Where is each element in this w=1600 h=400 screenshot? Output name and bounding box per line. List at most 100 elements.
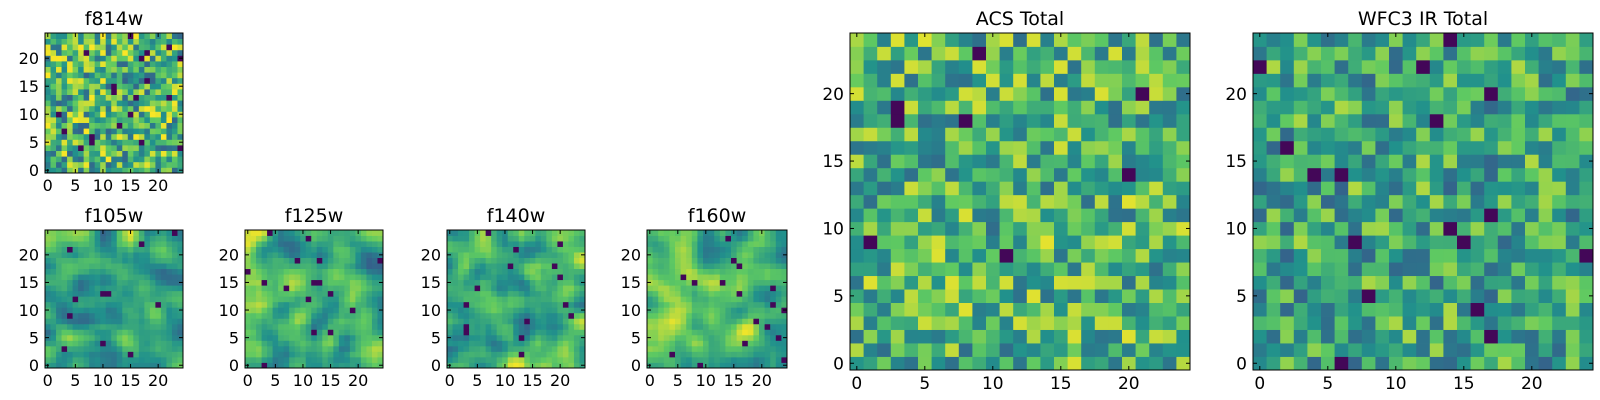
- heatmap-cell: [1348, 235, 1363, 250]
- heatmap-cell: [61, 145, 68, 151]
- heatmap-cell: [171, 128, 178, 135]
- heatmap-cell: [1375, 100, 1390, 115]
- heatmap-cell: [931, 167, 946, 182]
- heatmap-cell: [890, 167, 905, 182]
- heatmap-cell: [45, 356, 51, 363]
- heatmap-cell: [770, 356, 777, 363]
- heatmap-cell: [45, 351, 51, 358]
- heatmap-cell: [731, 268, 737, 275]
- heatmap-cell: [116, 38, 123, 45]
- heatmap-cell: [116, 145, 123, 151]
- heatmap-cell: [507, 312, 514, 319]
- heatmap-cell: [371, 318, 378, 325]
- heatmap-cell: [1266, 302, 1281, 317]
- heatmap-cell: [573, 268, 580, 275]
- heatmap-cell: [496, 301, 503, 308]
- heatmap-cell: [781, 351, 788, 358]
- heatmap-cell: [45, 122, 51, 129]
- heatmap-cell: [333, 290, 340, 297]
- chart-title: f160w: [688, 205, 747, 227]
- heatmap-cell: [1429, 235, 1444, 250]
- heatmap-cell: [256, 318, 262, 325]
- heatmap-cell: [111, 122, 118, 129]
- heatmap-cell: [1389, 208, 1403, 223]
- heatmap-cell: [1565, 140, 1580, 155]
- heatmap-cell: [458, 318, 464, 325]
- heatmap-cell: [480, 307, 487, 314]
- heatmap-cell: [546, 362, 553, 369]
- heatmap-cell: [50, 345, 57, 352]
- heatmap-cell: [138, 66, 145, 73]
- heatmap-cell: [753, 274, 760, 281]
- acs-total-frame: [849, 32, 1191, 371]
- heatmap-cell: [1497, 46, 1512, 61]
- heatmap-cell: [1538, 329, 1553, 344]
- heatmap-cell: [50, 66, 57, 73]
- heatmap-cell: [67, 235, 73, 242]
- heatmap-cell: [272, 268, 279, 275]
- heatmap-cell: [94, 290, 101, 297]
- heatmap-cell: [171, 161, 178, 168]
- heatmap-cell: [61, 133, 68, 140]
- heatmap-cell: [669, 285, 676, 292]
- heatmap-cell: [770, 318, 777, 325]
- heatmap-cell: [177, 268, 184, 275]
- heatmap-cell: [344, 345, 351, 352]
- heatmap-cell: [999, 194, 1014, 209]
- heatmap-cell: [171, 72, 178, 79]
- heatmap-cell: [61, 156, 68, 163]
- heatmap-cell: [1307, 208, 1322, 223]
- heatmap-cell: [155, 241, 162, 247]
- heatmap-cell: [160, 89, 167, 95]
- heatmap-cell: [171, 290, 178, 297]
- heatmap-cell: [1375, 316, 1390, 330]
- heatmap-cell: [111, 128, 118, 135]
- heatmap-cell: [261, 356, 268, 363]
- heatmap-cell: [491, 345, 498, 352]
- heatmap-cell: [731, 246, 737, 253]
- heatmap-cell: [250, 323, 257, 330]
- heatmap-cell: [272, 285, 279, 292]
- heatmap-cell: [1565, 86, 1580, 101]
- heatmap-cell: [1094, 194, 1109, 209]
- heatmap-cell: [1348, 181, 1363, 196]
- heatmap-cell: [349, 318, 356, 325]
- heatmap-cell: [764, 351, 771, 358]
- heatmap-cell: [127, 351, 134, 358]
- heatmap-cell: [1552, 289, 1567, 303]
- heatmap-cell: [719, 340, 726, 347]
- heatmap-cell: [918, 140, 932, 155]
- heatmap-cell: [177, 329, 184, 336]
- heatmap-cell: [452, 296, 459, 303]
- heatmap-cell: [1565, 343, 1580, 357]
- heatmap-cell: [986, 262, 1000, 277]
- heatmap-cell: [56, 351, 62, 358]
- heatmap-cell: [1375, 221, 1390, 236]
- heatmap-cell: [127, 145, 134, 151]
- heatmap-cell: [568, 290, 575, 297]
- heatmap-cell: [675, 268, 681, 275]
- heatmap-cell: [1122, 248, 1136, 263]
- heatmap-cell: [652, 307, 659, 314]
- heatmap-cell: [1457, 289, 1471, 303]
- heatmap-cell: [1334, 262, 1349, 277]
- x-tick-label: 10: [93, 176, 113, 195]
- heatmap-cell: [736, 301, 743, 308]
- heatmap-cell: [568, 263, 575, 270]
- heatmap-cell: [736, 285, 743, 292]
- heatmap-cell: [647, 268, 653, 275]
- heatmap-cell: [518, 323, 525, 330]
- heatmap-cell: [355, 257, 362, 264]
- heatmap-cell: [496, 252, 503, 258]
- heatmap-cell: [658, 323, 665, 330]
- heatmap-cell: [1013, 167, 1028, 182]
- heatmap-cell: [546, 241, 553, 247]
- heatmap-cell: [775, 362, 782, 369]
- heatmap-cell: [986, 343, 1000, 357]
- heatmap-cell: [463, 340, 470, 347]
- heatmap-cell: [775, 351, 782, 358]
- heatmap-cell: [327, 318, 334, 325]
- heatmap-cell: [742, 285, 749, 292]
- y-tick-label: 5: [229, 328, 239, 347]
